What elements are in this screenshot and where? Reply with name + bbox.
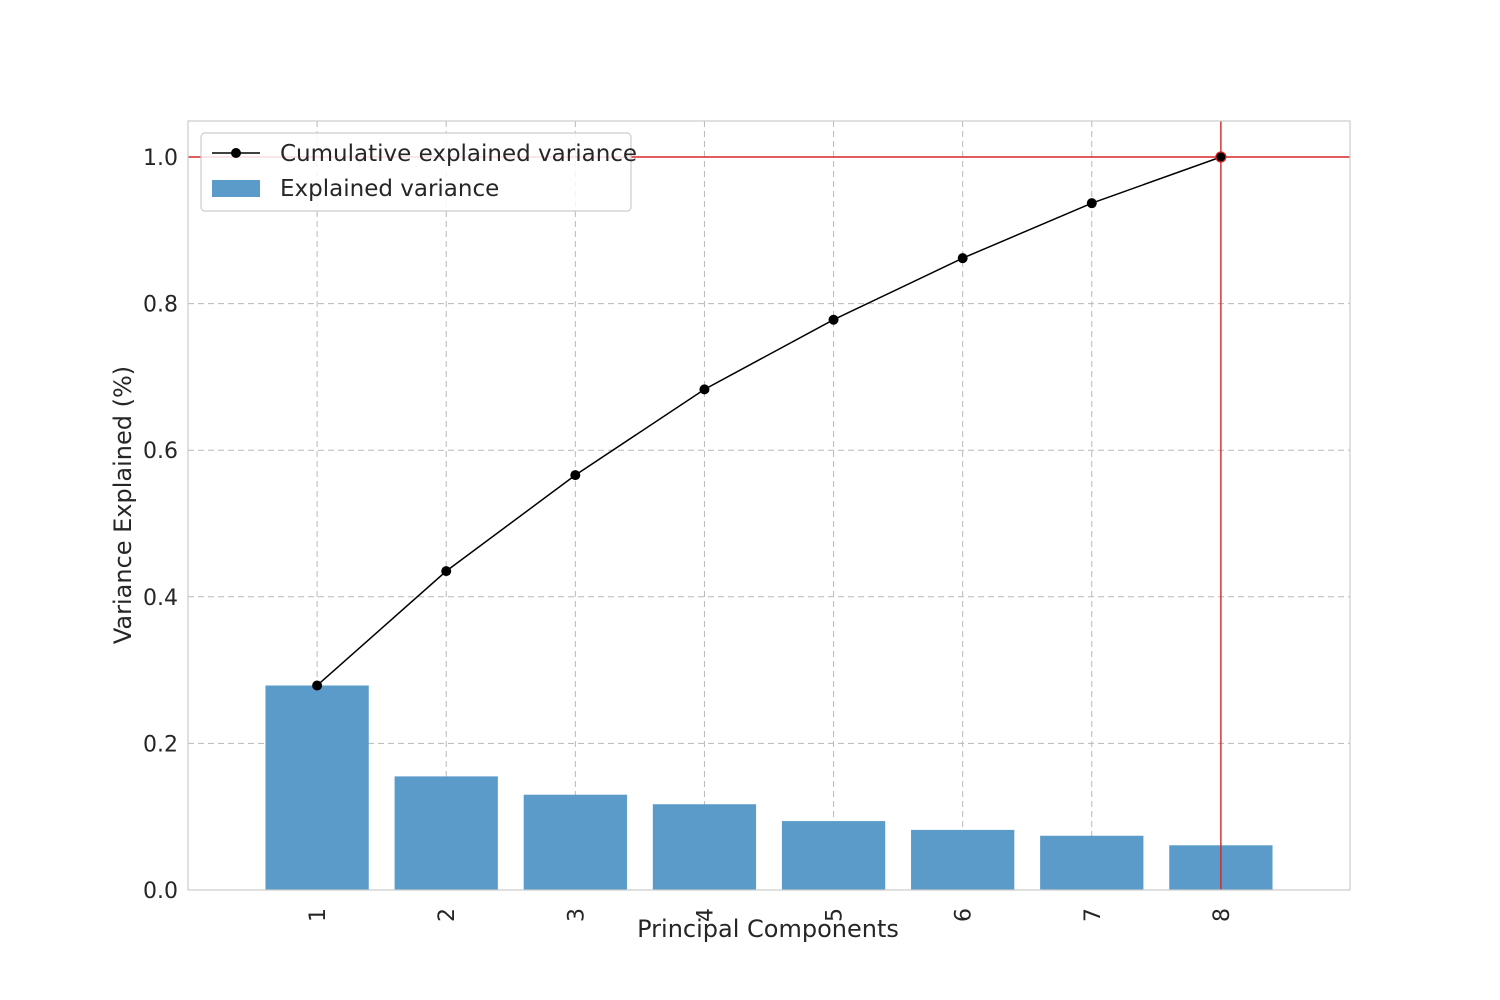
legend-label-explained: Explained variance — [280, 176, 499, 202]
bar-pc-3 — [523, 794, 627, 890]
cumulative-variance-line — [312, 151, 1227, 691]
y-tick-label: 1.0 — [143, 146, 178, 171]
cumulative-line-path — [316, 156, 1222, 687]
x-tick-label: 3 — [564, 908, 589, 922]
cumulative-point-pc-7 — [1086, 198, 1097, 209]
legend-box — [200, 132, 632, 212]
y-tick-label: 0.2 — [143, 732, 178, 757]
plot-frame — [187, 120, 1351, 891]
y-tick-label: 0.4 — [143, 586, 178, 611]
cumulative-point-pc-5 — [828, 314, 839, 325]
bar-pc-4 — [652, 804, 757, 890]
bar-pc-1 — [265, 685, 369, 890]
cumulative-point-pc-8 — [1215, 152, 1226, 162]
x-tick-label: 8 — [1210, 908, 1235, 922]
legend: Cumulative explained variance Explained … — [200, 132, 637, 212]
reference-intersection-marker — [1215, 151, 1227, 163]
x-tick-label: 6 — [952, 908, 977, 922]
legend-marker-swatch — [231, 148, 241, 158]
x-tick-label: 1 — [306, 908, 331, 922]
y-tick-label: 0.0 — [143, 879, 178, 904]
tick-labels: 0.0 0.2 0.4 0.6 0.8 1.0 1 2 3 4 5 6 7 8 — [143, 146, 1235, 922]
x-tick-label: 7 — [1081, 908, 1106, 922]
explained-variance-bars — [265, 685, 1273, 890]
x-tick-label: 4 — [693, 908, 718, 922]
legend-label-cumulative: Cumulative explained variance — [280, 141, 637, 167]
cumulative-point-pc-2 — [441, 566, 452, 577]
x-tick-label: 5 — [823, 908, 848, 922]
bar-pc-7 — [1040, 835, 1144, 890]
x-tick-label: 2 — [435, 908, 460, 922]
bar-pc-6 — [911, 829, 1015, 890]
bar-pc-5 — [781, 821, 886, 890]
y-tick-label: 0.6 — [143, 439, 178, 464]
cumulative-point-pc-1 — [312, 680, 323, 691]
y-tick-label: 0.8 — [143, 293, 178, 318]
cumulative-point-pc-3 — [570, 470, 581, 481]
legend-bar-swatch — [212, 180, 260, 197]
cumulative-point-pc-4 — [699, 384, 710, 395]
bar-pc-2 — [394, 776, 498, 890]
cumulative-point-pc-6 — [957, 253, 968, 264]
x-axis-label: Principal Components — [637, 915, 899, 943]
y-axis-label: Variance Explained (%) — [109, 366, 137, 644]
